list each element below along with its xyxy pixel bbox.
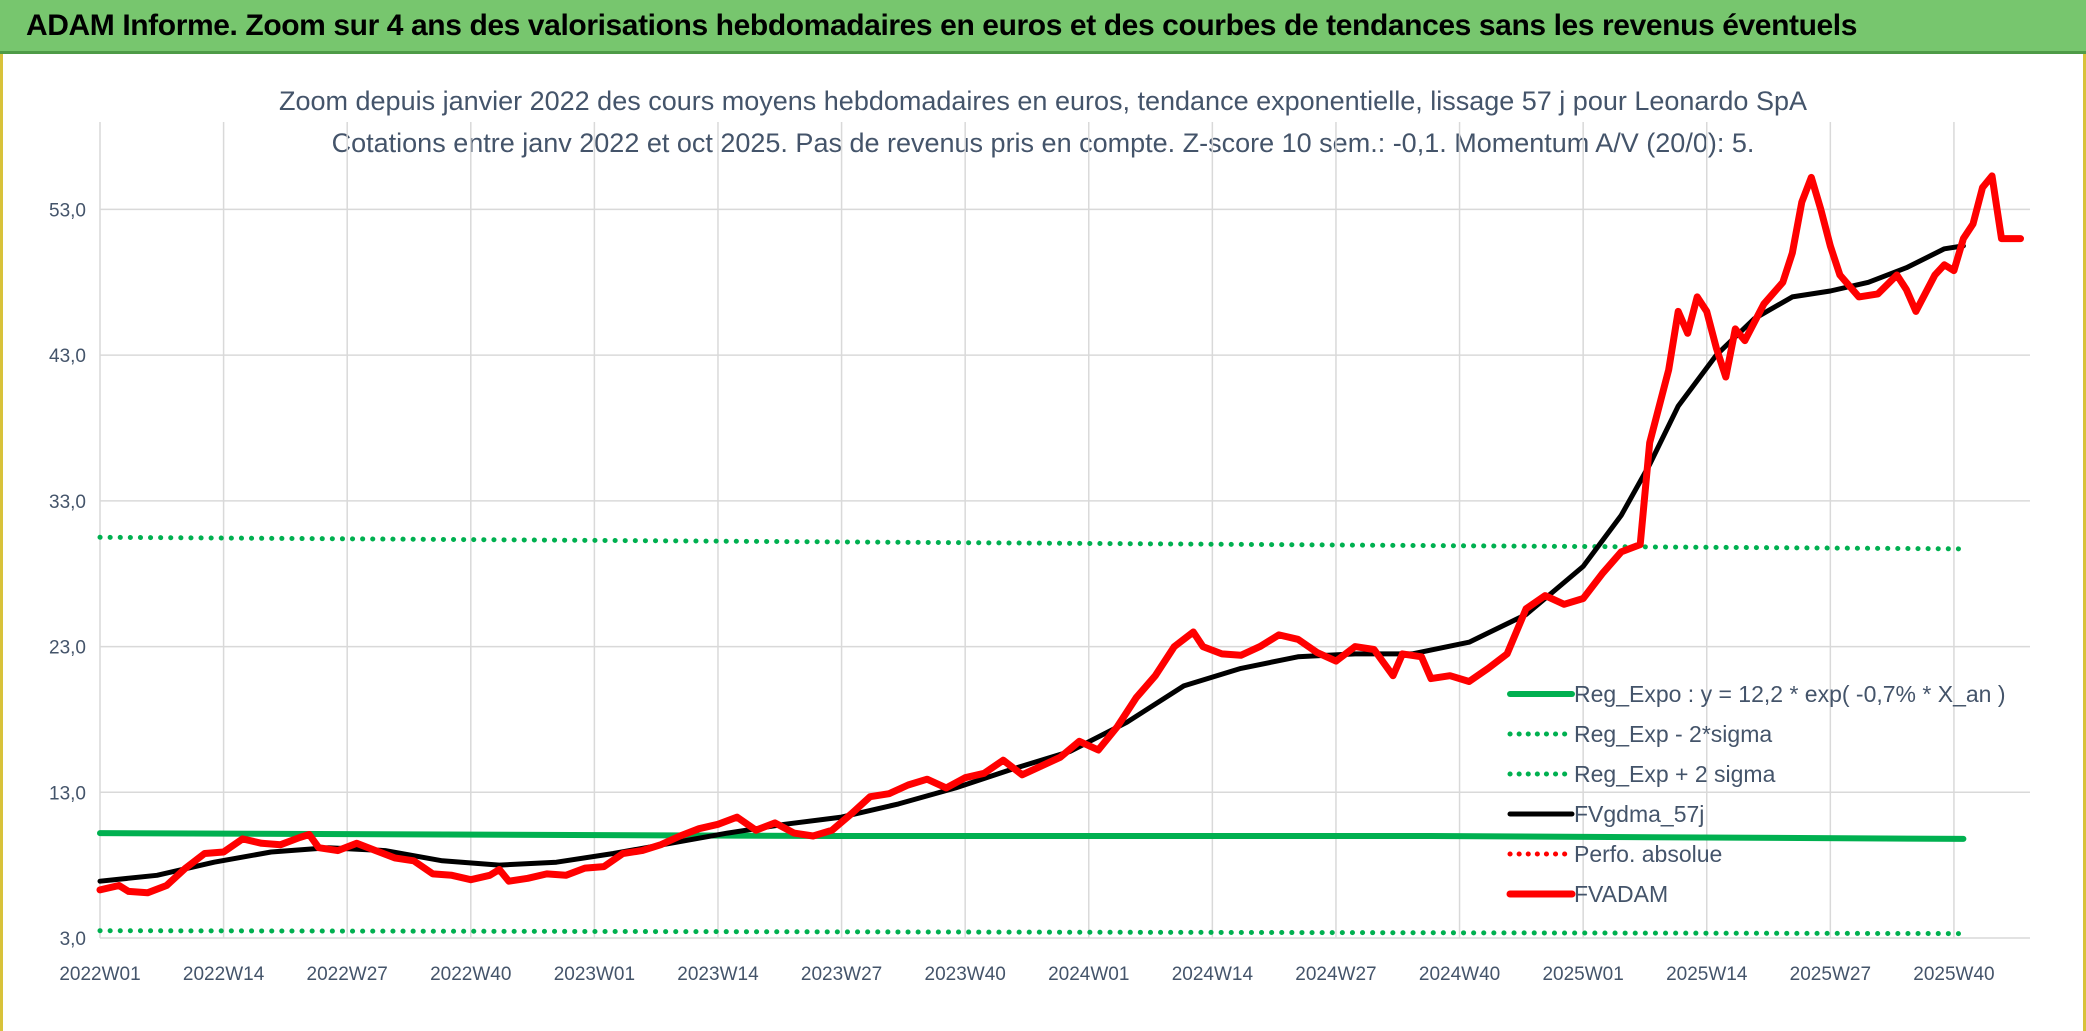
x-tick-label: 2022W14 xyxy=(183,964,265,985)
x-tick-label: 2023W40 xyxy=(925,964,1006,985)
x-tick-label: 2022W27 xyxy=(307,964,388,985)
x-tick-label: 2025W40 xyxy=(1913,964,1994,985)
series-line xyxy=(97,928,1966,937)
x-tick-label: 2024W01 xyxy=(1048,964,1129,985)
y-tick-label: 53,0 xyxy=(49,200,86,221)
legend-label: Reg_Exp + 2 sigma xyxy=(1574,761,1776,787)
chart-title-line2: Cotations entre janv 2022 et oct 2025. P… xyxy=(332,128,1755,158)
x-tick-label: 2024W40 xyxy=(1419,964,1500,985)
x-tick-label: 2025W27 xyxy=(1790,964,1871,985)
series-lines xyxy=(96,172,2024,937)
y-tick-label: 13,0 xyxy=(49,783,86,804)
report-banner: ADAM Informe. Zoom sur 4 ans des valoris… xyxy=(0,0,2086,54)
chart-frame xyxy=(0,54,2086,1031)
legend-label: Reg_Exp - 2*sigma xyxy=(1574,721,1772,747)
y-tick-label: 3,0 xyxy=(60,929,86,950)
legend-label: Perfo. absolue xyxy=(1574,841,1722,867)
x-tick-label: 2023W27 xyxy=(801,964,882,985)
x-tick-label: 2022W40 xyxy=(430,964,511,985)
axis-labels: 3,0 13,0 23,0 33,0 43,0 53,0 2022W01 2022W14 202… xyxy=(49,200,1995,985)
legend-label: FVADAM xyxy=(1574,881,1668,907)
x-tick-label: 2025W01 xyxy=(1542,964,1623,985)
gridlines xyxy=(99,122,2030,939)
series-line xyxy=(97,830,1967,842)
series-line xyxy=(97,243,1966,884)
series-line xyxy=(96,172,2024,897)
x-tick-label: 2022W01 xyxy=(59,964,140,985)
x-tick-label: 2023W14 xyxy=(677,964,759,985)
chart-title-line1: Zoom depuis janvier 2022 des cours moyen… xyxy=(279,86,1807,116)
legend: Reg_Expo : y = 12,2 * exp( -0,7% * X_an … xyxy=(1506,681,2006,907)
x-tick-label: 2024W27 xyxy=(1295,964,1376,985)
x-tick-label: 2024W14 xyxy=(1172,964,1254,985)
report-title: ADAM Informe. Zoom sur 4 ans des valoris… xyxy=(26,9,1858,42)
y-tick-label: 33,0 xyxy=(49,492,86,513)
x-tick-label: 2023W01 xyxy=(554,964,635,985)
legend-label: FVgdma_57j xyxy=(1574,801,1704,827)
series-line xyxy=(97,534,1966,552)
legend-label: Reg_Expo : y = 12,2 * exp( -0,7% * X_an … xyxy=(1574,681,2006,707)
x-tick-label: 2025W14 xyxy=(1666,964,1748,985)
y-tick-label: 23,0 xyxy=(49,638,86,659)
y-tick-label: 43,0 xyxy=(49,346,86,367)
